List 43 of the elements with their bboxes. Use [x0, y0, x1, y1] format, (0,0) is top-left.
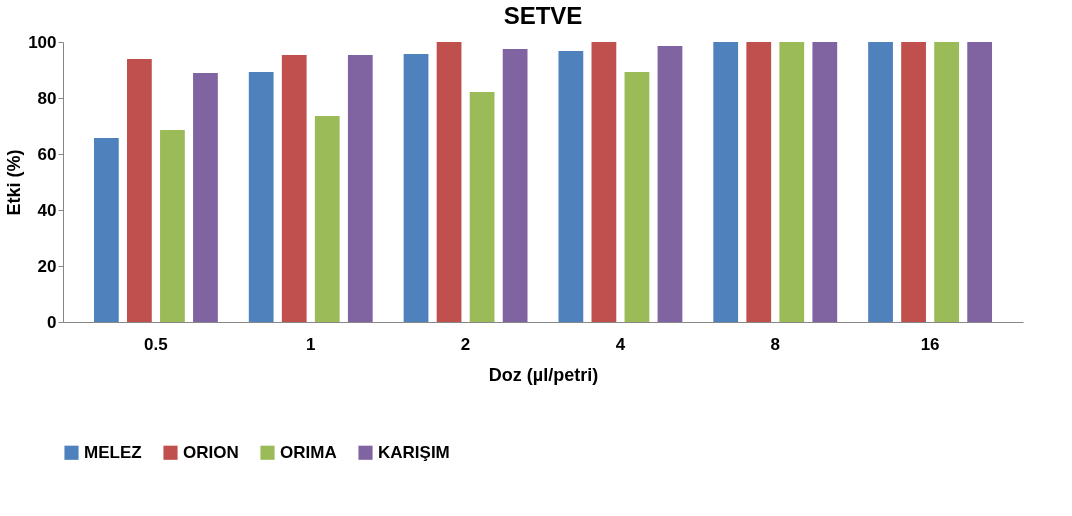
y-tick-label: 60	[37, 144, 57, 164]
bar	[127, 59, 152, 322]
bar	[281, 54, 307, 322]
chart-title: SETVE	[503, 2, 583, 29]
y-tick-label: 0	[47, 312, 57, 332]
x-tick-label: 16	[920, 334, 940, 354]
y-tick-label: 40	[37, 200, 57, 220]
bar	[901, 42, 926, 322]
bar	[436, 42, 462, 322]
x-axis-title: Doz (µl/petri)	[488, 364, 599, 385]
bar	[403, 54, 429, 322]
bar	[713, 42, 739, 322]
bar	[967, 42, 993, 322]
legend-label: ORION	[183, 442, 239, 462]
bar	[934, 42, 959, 322]
x-tick-label: 1	[306, 334, 316, 354]
y-tick-label: 20	[37, 256, 57, 276]
y-tick-label: 100	[28, 32, 57, 52]
bar	[347, 54, 373, 322]
bar	[624, 71, 650, 322]
bar	[314, 115, 340, 322]
x-tick-label: 0.5	[144, 334, 168, 354]
bar	[160, 129, 185, 322]
x-tick-label: 4	[615, 334, 626, 354]
bar	[868, 42, 893, 322]
bar	[469, 92, 495, 322]
bar	[812, 42, 838, 322]
bar	[502, 49, 528, 322]
bar	[657, 45, 683, 322]
y-tick-label: 80	[37, 88, 57, 108]
bar	[248, 71, 274, 322]
bar	[93, 138, 119, 322]
bar	[558, 50, 584, 322]
x-tick-label: 2	[460, 334, 471, 354]
x-tick-label: 8	[770, 334, 780, 354]
bar	[746, 42, 772, 322]
legend-label: MELEZ	[84, 442, 142, 462]
legend-label: ORIMA	[280, 442, 337, 462]
bar	[591, 42, 617, 322]
legend-label: KARIŞIM	[378, 442, 450, 462]
y-axis-title: Etki (%)	[4, 149, 25, 216]
bar	[193, 73, 218, 322]
bar	[779, 42, 805, 322]
